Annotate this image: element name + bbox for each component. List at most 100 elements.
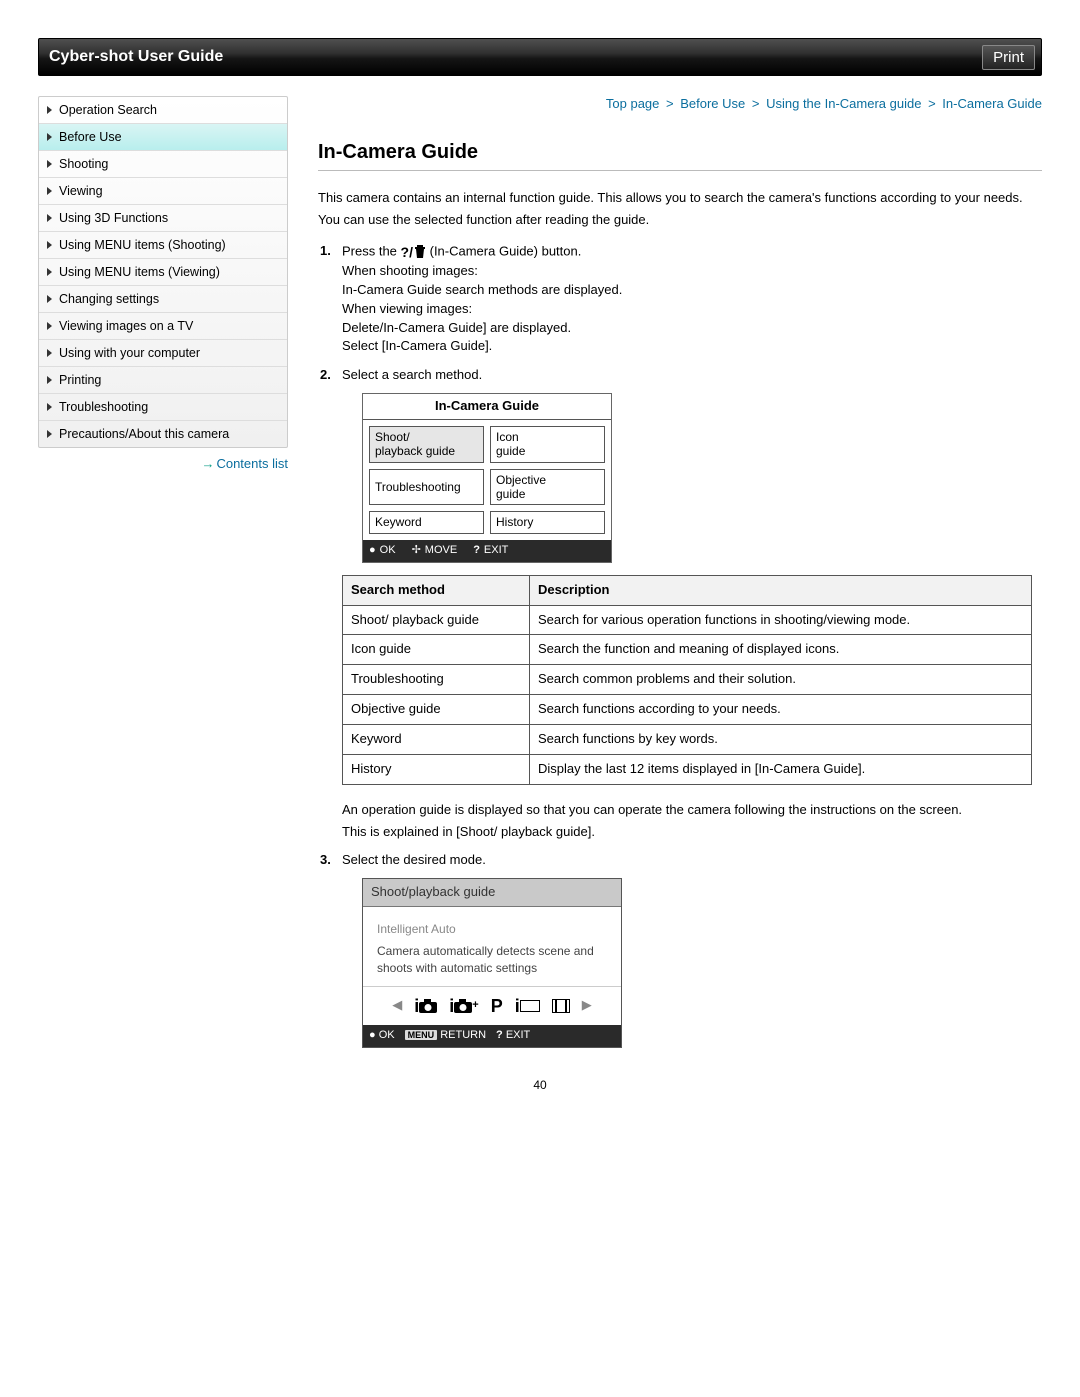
chevron-right-icon xyxy=(47,160,52,168)
chevron-right-icon xyxy=(47,106,52,114)
return-label: RETURN xyxy=(440,1029,486,1041)
exit-label: EXIT xyxy=(506,1029,530,1041)
menu-cell: Troubleshooting xyxy=(369,469,484,506)
superior-auto-icon: i+ xyxy=(449,993,478,1019)
figure-title: Shoot/playback guide xyxy=(363,879,621,907)
breadcrumb-item[interactable]: Top page xyxy=(606,96,660,111)
arrow-right-icon: → xyxy=(201,456,214,471)
program-mode-icon: P xyxy=(491,993,503,1019)
body-text: An operation guide is displayed so that … xyxy=(342,801,1042,820)
exit-label: EXIT xyxy=(484,543,508,559)
figure-title: In-Camera Guide xyxy=(363,394,611,420)
step-text: When shooting images: xyxy=(342,263,478,278)
nav-menu: Operation SearchBefore UseShootingViewin… xyxy=(38,96,288,448)
chevron-left-icon: ◀ xyxy=(392,996,402,1015)
sidebar-item-label: Precautions/About this camera xyxy=(59,427,229,441)
table-cell: Display the last 12 items displayed in [… xyxy=(529,754,1031,784)
sidebar-item[interactable]: Precautions/About this camera xyxy=(39,421,287,447)
sidebar-item-label: Troubleshooting xyxy=(59,400,148,414)
sidebar-item[interactable]: Before Use xyxy=(39,124,287,151)
table-row: HistoryDisplay the last 12 items display… xyxy=(343,754,1032,784)
breadcrumb-item[interactable]: Before Use xyxy=(680,96,745,111)
chevron-right-icon: ▶ xyxy=(582,996,592,1015)
sidebar-item[interactable]: Using with your computer xyxy=(39,340,287,367)
sidebar-item[interactable]: Operation Search xyxy=(39,97,287,124)
breadcrumb-item[interactable]: Using the In-Camera guide xyxy=(766,96,921,111)
question-icon: ? xyxy=(473,543,480,559)
chevron-right-icon xyxy=(47,268,52,276)
intro-text: You can use the selected function after … xyxy=(318,211,1042,230)
chevron-right-icon xyxy=(47,241,52,249)
table-cell: Objective guide xyxy=(343,695,530,725)
sidebar-item[interactable]: Using 3D Functions xyxy=(39,205,287,232)
step-number: 3. xyxy=(320,851,331,870)
table-header: Search method xyxy=(343,575,530,605)
sidebar-item[interactable]: Using MENU items (Viewing) xyxy=(39,259,287,286)
step-text: Select a search method. xyxy=(342,367,482,382)
sidebar-item[interactable]: Printing xyxy=(39,367,287,394)
table-row: KeywordSearch functions by key words. xyxy=(343,725,1032,755)
top-bar: Cyber-shot User Guide Print xyxy=(38,38,1042,76)
breadcrumb-separator: > xyxy=(662,96,677,111)
table-cell: Search functions by key words. xyxy=(529,725,1031,755)
move-label: MOVE xyxy=(425,543,457,559)
sidebar-item-label: Changing settings xyxy=(59,292,159,306)
table-cell: Search functions according to your needs… xyxy=(529,695,1031,725)
sidebar-item[interactable]: Shooting xyxy=(39,151,287,178)
figure-footer: ●OK ✢MOVE ? EXIT xyxy=(363,540,611,562)
table-row: Shoot/ playback guideSearch for various … xyxy=(343,605,1032,635)
move-icon: ✢ xyxy=(412,543,421,559)
breadcrumb-separator: > xyxy=(924,96,939,111)
panorama-icon: i xyxy=(515,993,540,1019)
sidebar-item-label: Using MENU items (Shooting) xyxy=(59,238,226,252)
sidebar-item-label: Viewing images on a TV xyxy=(59,319,193,333)
step-3: 3. Select the desired mode. Shoot/playba… xyxy=(318,851,1042,1047)
sidebar-item-label: Using MENU items (Viewing) xyxy=(59,265,220,279)
breadcrumb-item[interactable]: In-Camera Guide xyxy=(942,96,1042,111)
table-cell: Search the function and meaning of displ… xyxy=(529,635,1031,665)
table-cell: Troubleshooting xyxy=(343,665,530,695)
step-text: Select the desired mode. xyxy=(342,852,486,867)
step-text: Select [In-Camera Guide]. xyxy=(342,338,492,353)
sidebar-item-label: Using 3D Functions xyxy=(59,211,168,225)
sidebar-item-label: Printing xyxy=(59,373,101,387)
sidebar-item-label: Before Use xyxy=(59,130,122,144)
print-button[interactable]: Print xyxy=(982,45,1035,70)
intro-text: This camera contains an internal functio… xyxy=(318,189,1042,208)
sidebar-item-label: Using with your computer xyxy=(59,346,200,360)
menu-cell: Objective guide xyxy=(490,469,605,506)
search-method-table: Search method Description Shoot/ playbac… xyxy=(342,575,1032,785)
contents-list-label[interactable]: Contents list xyxy=(216,456,288,471)
sidebar-item[interactable]: Using MENU items (Shooting) xyxy=(39,232,287,259)
step-number: 1. xyxy=(320,242,331,261)
contents-list-link[interactable]: →Contents list xyxy=(38,456,288,471)
chevron-right-icon xyxy=(47,403,52,411)
chevron-right-icon xyxy=(47,349,52,357)
step-text: Delete/In-Camera Guide] are displayed. xyxy=(342,320,571,335)
sidebar-item[interactable]: Viewing xyxy=(39,178,287,205)
dot-icon: ● xyxy=(369,543,376,559)
table-cell: History xyxy=(343,754,530,784)
sidebar-item[interactable]: Viewing images on a TV xyxy=(39,313,287,340)
chevron-right-icon xyxy=(47,322,52,330)
figure-in-camera-guide: In-Camera Guide Shoot/ playback guideIco… xyxy=(362,393,612,563)
menu-cell: History xyxy=(490,511,605,533)
mode-description: Camera automatically detects scene and s… xyxy=(377,943,607,975)
menu-cell: Shoot/ playback guide xyxy=(369,426,484,463)
step-number: 2. xyxy=(320,366,331,385)
chevron-right-icon xyxy=(47,187,52,195)
mode-title: Intelligent Auto xyxy=(377,921,607,938)
step-text: Press the xyxy=(342,243,401,258)
sidebar: Operation SearchBefore UseShootingViewin… xyxy=(38,96,288,1058)
breadcrumb-separator: > xyxy=(748,96,763,111)
table-row: Icon guideSearch the function and meanin… xyxy=(343,635,1032,665)
breadcrumb: Top page > Before Use > Using the In-Cam… xyxy=(318,96,1042,111)
sidebar-item-label: Operation Search xyxy=(59,103,157,117)
sidebar-item[interactable]: Changing settings xyxy=(39,286,287,313)
chevron-right-icon xyxy=(47,214,52,222)
figure-footer: ● OK MENU RETURN ? EXIT xyxy=(363,1025,621,1047)
movie-icon xyxy=(552,999,570,1013)
figure-shoot-playback: Shoot/playback guide Intelligent Auto Ca… xyxy=(362,878,622,1048)
table-cell: Icon guide xyxy=(343,635,530,665)
sidebar-item[interactable]: Troubleshooting xyxy=(39,394,287,421)
